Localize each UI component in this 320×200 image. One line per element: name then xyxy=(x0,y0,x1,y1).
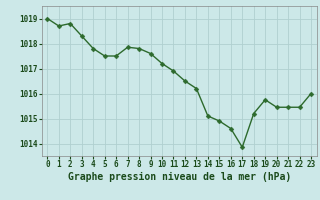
X-axis label: Graphe pression niveau de la mer (hPa): Graphe pression niveau de la mer (hPa) xyxy=(68,172,291,182)
